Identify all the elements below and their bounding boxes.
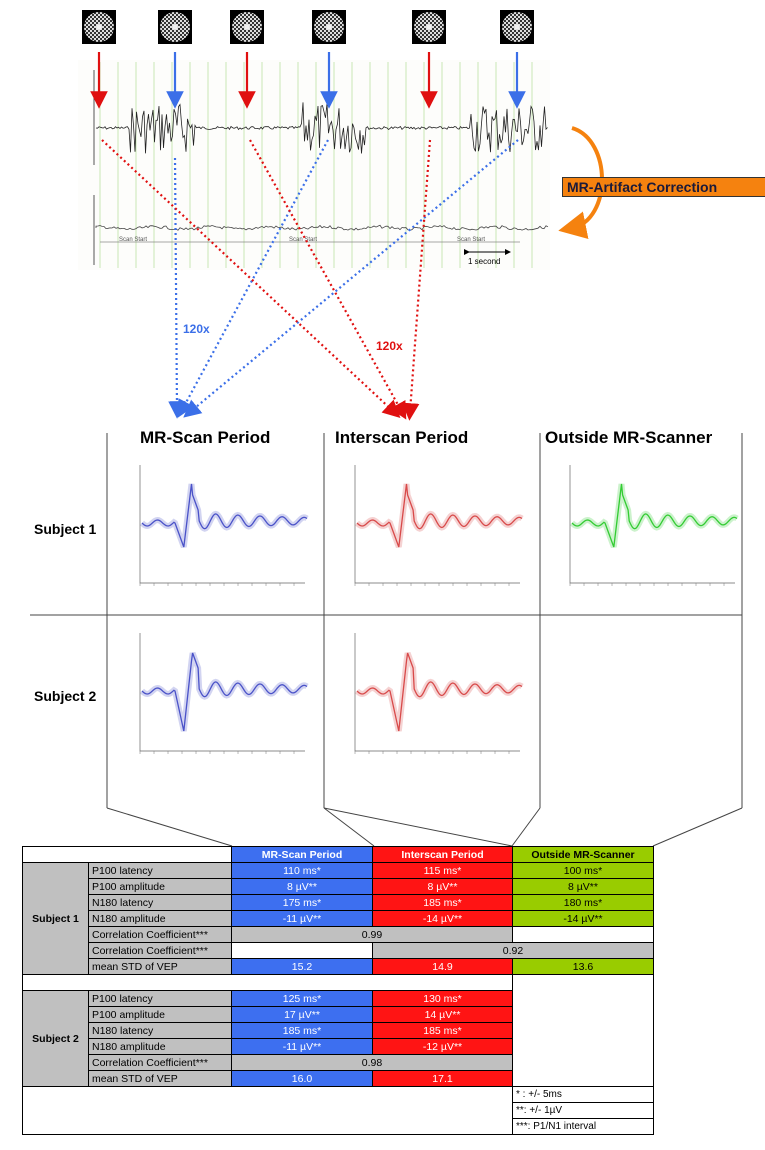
table-cell: 13.6 [512,958,654,975]
vep-plots [139,465,739,754]
table-row-name: mean STD of VEP [88,1070,232,1087]
stimulus-icon [82,10,116,44]
row-label-subject-2: Subject 2 [34,688,97,704]
table-cell: 0.99 [231,926,513,943]
stimulus-arrows [90,52,526,109]
table-cell: 185 ms* [372,894,513,911]
table-cell: 17 µV** [231,1006,373,1023]
vep-waveform [354,633,524,754]
table-row-name: P100 latency [88,862,232,879]
scan-start-marker: Scan Start [119,237,147,243]
stimulus-icon [312,10,346,44]
row-label-subject-1: Subject 1 [34,521,97,537]
repeat-count-red: 120x [376,339,403,353]
table-header-out: Outside MR-Scanner [512,846,654,863]
table-row-name: Correlation Coefficient*** [88,942,232,959]
table-row-name: N180 amplitude [88,910,232,927]
table-cell: -11 µV** [231,1038,373,1055]
table-header-mr: MR-Scan Period [231,846,373,863]
table-cell: 0.92 [372,942,654,959]
table-cell: -11 µV** [231,910,373,927]
table-cell: 14 µV** [372,1006,513,1023]
column-header-mr-scan: MR-Scan Period [140,428,271,447]
scale-bar-label: 1 second [468,257,500,266]
table-cell: 130 ms* [372,990,513,1007]
column-header-outside: Outside MR-Scanner [545,428,713,447]
table-cell: 8 µV** [231,878,373,895]
vep-waveform [569,465,739,586]
table-row-name: Correlation Coefficient*** [88,1054,232,1071]
table-cell: 0.98 [231,1054,513,1071]
table-cell: -14 µV** [372,910,513,927]
table-row-name: mean STD of VEP [88,958,232,975]
table-cell: 15.2 [231,958,373,975]
table-cell: -14 µV** [512,910,654,927]
table-row-name: P100 amplitude [88,1006,232,1023]
table-cell: 8 µV** [512,878,654,895]
vep-waveform [139,465,309,586]
table-cell: 110 ms* [231,862,373,879]
table-cell: 8 µV** [372,878,513,895]
stimulus-icon [230,10,264,44]
table-cell: 16.0 [231,1070,373,1087]
results-table: MR-Scan Period Interscan Period Outside … [22,846,654,1135]
vep-waveform [354,465,524,586]
table-cell: 175 ms* [231,894,373,911]
table-cell: 14.9 [372,958,513,975]
stimulus-icon [500,10,534,44]
table-header-inter: Interscan Period [372,846,513,863]
scan-start-marker: Scan Start [457,237,485,243]
table-subject-2: Subject 2 [22,990,89,1087]
table-row-name: Correlation Coefficient*** [88,926,232,943]
table-cell: 125 ms* [231,990,373,1007]
table-row-name: P100 amplitude [88,878,232,895]
table-cell: 185 ms* [372,1022,513,1039]
table-cell: 180 ms* [512,894,654,911]
scan-start-marker: Scan Start [289,237,317,243]
table-row-name: N180 latency [88,894,232,911]
table-cell: 100 ms* [512,862,654,879]
vep-waveform [139,633,309,754]
legend-note: ***: P1/N1 interval [512,1118,654,1135]
legend-note: **: +/- 1µV [512,1102,654,1119]
stimulus-icon [158,10,192,44]
table-cell: 185 ms* [231,1022,373,1039]
epoch-arrows [101,139,519,421]
repeat-count-blue: 120x [183,322,210,336]
panel-dividers [30,433,743,847]
column-header-interscan: Interscan Period [335,428,469,447]
table-cell: -12 µV** [372,1038,513,1055]
stimulus-icons [82,10,534,44]
table-row-name: N180 amplitude [88,1038,232,1055]
table-row-name: N180 latency [88,1022,232,1039]
table-cell: 115 ms* [372,862,513,879]
mr-artifact-correction-label: MR-Artifact Correction [562,177,765,197]
legend-note: * : +/- 5ms [512,1086,654,1103]
table-cell: 17.1 [372,1070,513,1087]
table-row-name: P100 latency [88,990,232,1007]
eeg-recording-panel: Scan Start Scan Start Scan Start 1 secon… [78,60,550,270]
stimulus-icon [412,10,446,44]
table-subject-1: Subject 1 [22,862,89,975]
